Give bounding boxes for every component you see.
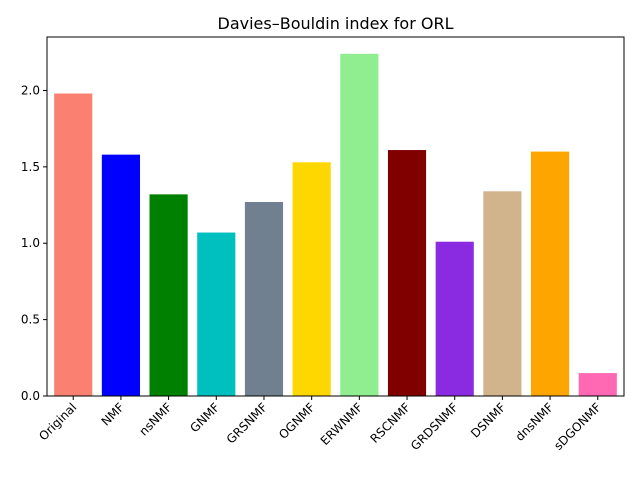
x-tick-label: ERWNMF <box>318 400 366 448</box>
bar-sDGONMF <box>578 373 617 396</box>
bar-GRSNMF <box>244 201 284 396</box>
y-tick-label: 0.0 <box>21 389 40 403</box>
bar-GRDSNMF <box>435 241 474 396</box>
x-tick-label: Original <box>36 400 79 443</box>
x-tick-label: GRSNMF <box>224 400 270 446</box>
bar-RSCNMF <box>387 150 427 396</box>
plot-frame <box>46 36 625 397</box>
bar-ERWNMF <box>340 53 379 397</box>
y-axis-ticks: 0.0 0.5 1.0 1.5 2.0 <box>21 83 47 403</box>
x-tick-label: sDGONMF <box>551 400 604 453</box>
x-tick-label: RSCNMF <box>367 400 413 446</box>
x-tick-label: dnsNMF <box>513 400 557 444</box>
x-tick-label: OGNMF <box>276 400 318 442</box>
bar-NMF <box>101 154 140 396</box>
y-tick-label: 0.5 <box>21 313 40 327</box>
bar-GNMF <box>197 232 236 396</box>
x-tick-label: GNMF <box>187 400 222 435</box>
bar-Original <box>54 93 93 397</box>
x-axis-ticks: Original NMF nsNMF GNMF GRSNMF OGNMF ERWNMF RSC… <box>36 396 604 453</box>
x-tick-label: DSNMF <box>468 400 508 440</box>
y-tick-label: 1.0 <box>21 236 40 250</box>
bar-DSNMF <box>483 191 522 396</box>
x-tick-label: GRDSNMF <box>408 400 461 453</box>
chart-title: Davies–Bouldin index for ORL <box>218 14 454 33</box>
bar-dnsNMF <box>531 151 570 396</box>
bar-OGNMF <box>292 162 331 396</box>
y-tick-label: 2.0 <box>21 83 40 97</box>
x-tick-label: NMF <box>99 400 128 429</box>
y-tick-label: 1.5 <box>21 160 40 174</box>
bars-group <box>54 53 617 397</box>
x-tick-label: nsNMF <box>136 400 174 438</box>
bar-nsNMF <box>149 194 188 396</box>
